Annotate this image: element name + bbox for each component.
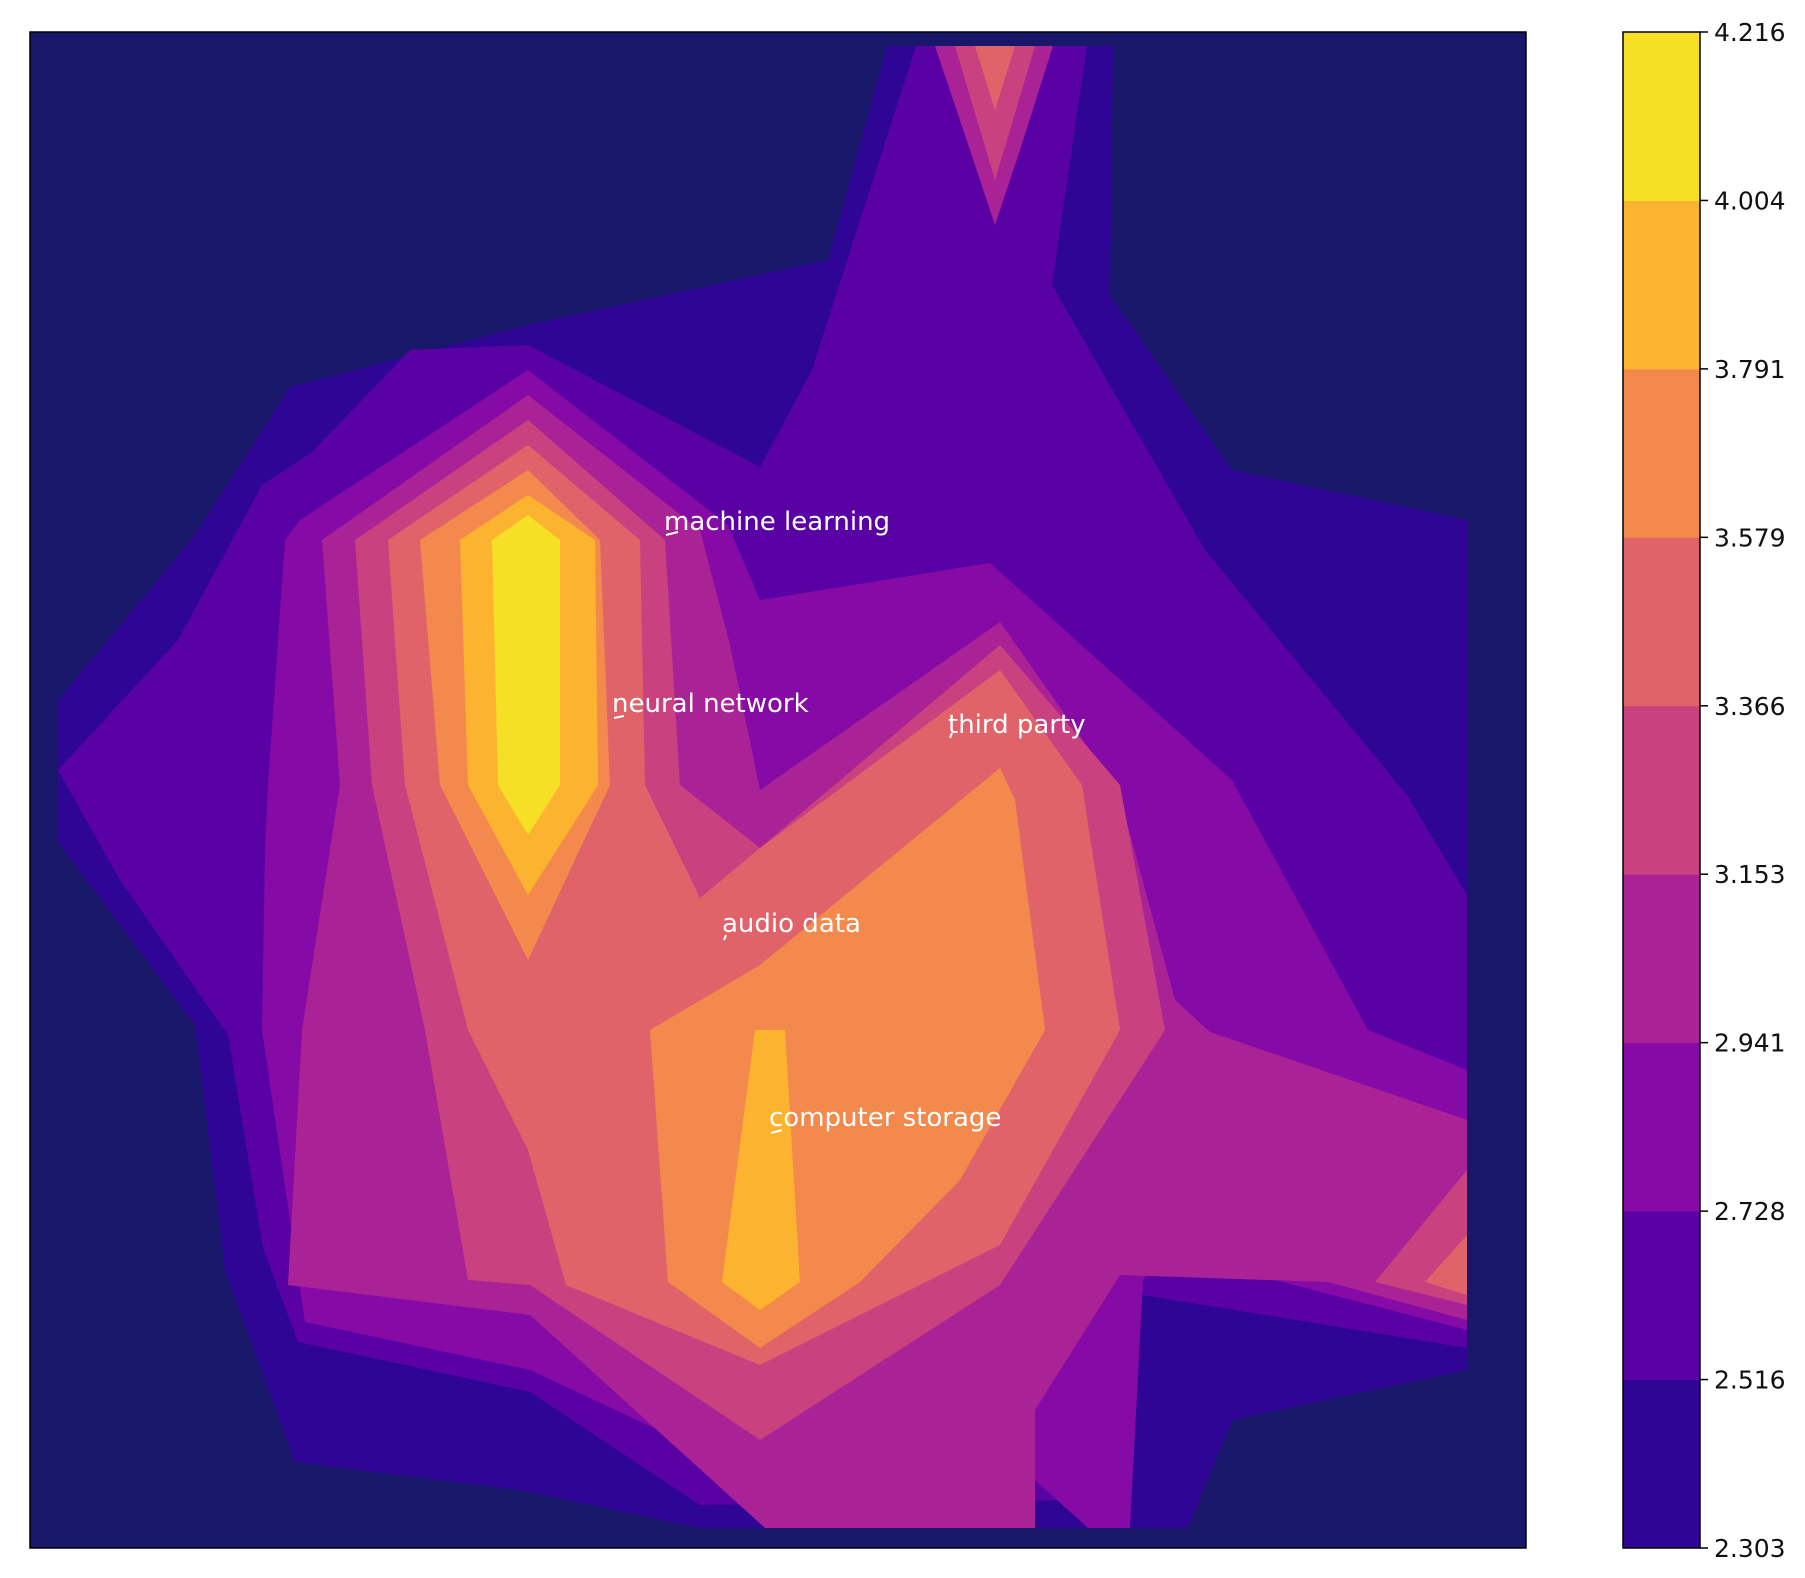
colorbar-segment <box>1623 368 1700 538</box>
colorbar-tick-label: 3.153 <box>1714 860 1786 889</box>
plot-frame <box>29 31 1527 1549</box>
annotation-label: computer storage <box>769 1103 1001 1133</box>
annotation-leader <box>613 715 625 719</box>
colorbar-segment <box>1623 705 1700 875</box>
annotation-label: audio data <box>722 909 861 939</box>
colorbar: 2.303 2.516 2.728 2.941 3.153 3.366 3.579 3.791… <box>1622 18 1786 1563</box>
annotation-leader <box>723 934 727 941</box>
plot-area <box>29 31 1527 1549</box>
annotation-leader <box>770 1129 783 1134</box>
colorbar-tick-label: 2.516 <box>1714 1366 1786 1395</box>
colorbar-segment <box>1623 1042 1700 1212</box>
annotation-leader <box>665 531 679 536</box>
annotation-label: neural network <box>612 689 809 719</box>
contour-band-spike-2 <box>955 46 1035 180</box>
colorbar-tick-label: 3.579 <box>1714 523 1786 552</box>
colorbar-segment <box>1623 1211 1700 1381</box>
colorbar-tick-label: 2.941 <box>1714 1029 1786 1058</box>
annotations: machine learning neural network third pa… <box>612 507 1086 1134</box>
contour-band-9 <box>492 515 560 835</box>
colorbar-segment <box>1623 32 1700 201</box>
colorbar-tick-label: 3.366 <box>1714 692 1786 721</box>
colorbar-segment <box>1623 200 1700 370</box>
annotation-third-party: third party <box>948 710 1086 740</box>
annotation-label: machine learning <box>664 507 890 537</box>
colorbar-segment <box>1623 1379 1700 1549</box>
colorbar-segment <box>1623 874 1700 1044</box>
colorbar-tick-label: 4.216 <box>1714 18 1786 47</box>
colorbar-frame <box>1622 31 1701 1549</box>
contour-band-spike-3 <box>975 46 1015 110</box>
annotation-leader <box>949 732 953 739</box>
colorbar-tick-label: 3.791 <box>1714 355 1786 384</box>
annotation-computer-storage: computer storage <box>769 1103 1001 1134</box>
contour-band-right-3 <box>1425 1235 1467 1295</box>
annotation-audio-data: audio data <box>722 909 861 941</box>
contour-bands <box>58 46 1467 1528</box>
annotation-neural-network: neural network <box>612 689 809 719</box>
annotation-label: third party <box>948 710 1086 740</box>
colorbar-tick-label: 4.004 <box>1714 186 1786 215</box>
colorbar-tick-label: 2.303 <box>1714 1534 1786 1563</box>
colorbar-tick-label: 2.728 <box>1714 1197 1786 1226</box>
annotation-machine-learning: machine learning <box>664 507 890 537</box>
colorbar-segment <box>1623 537 1700 707</box>
